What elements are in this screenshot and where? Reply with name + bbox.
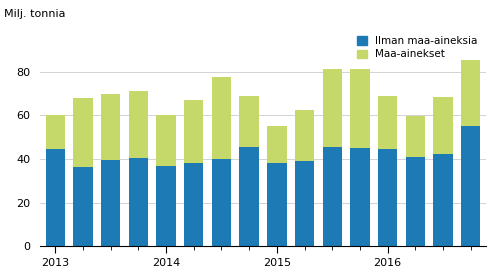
Bar (212, 159, 231, 246)
Bar (406, 116, 425, 157)
Bar (101, 94, 120, 160)
Bar (323, 69, 342, 147)
Bar (184, 100, 203, 164)
Bar (433, 97, 453, 153)
Bar (295, 161, 314, 246)
Bar (212, 77, 231, 159)
Bar (406, 157, 425, 246)
Bar (46, 149, 65, 246)
Bar (323, 147, 342, 246)
Bar (350, 69, 370, 148)
Bar (350, 148, 370, 246)
Bar (101, 160, 120, 246)
Bar (156, 165, 176, 246)
Bar (73, 98, 93, 167)
Legend: Ilman maa-aineksia, Maa-ainekset: Ilman maa-aineksia, Maa-ainekset (353, 33, 481, 63)
Bar (239, 96, 259, 147)
Bar (129, 158, 148, 246)
Bar (156, 115, 176, 165)
Bar (461, 60, 480, 126)
Bar (267, 164, 287, 246)
Bar (46, 115, 65, 149)
Bar (433, 153, 453, 246)
Bar (461, 126, 480, 246)
Bar (295, 110, 314, 161)
Text: Milj. tonnia: Milj. tonnia (5, 9, 66, 19)
Bar (129, 91, 148, 158)
Bar (239, 147, 259, 246)
Bar (73, 167, 93, 246)
Bar (184, 164, 203, 246)
Bar (378, 149, 397, 246)
Bar (267, 126, 287, 164)
Bar (378, 96, 397, 149)
